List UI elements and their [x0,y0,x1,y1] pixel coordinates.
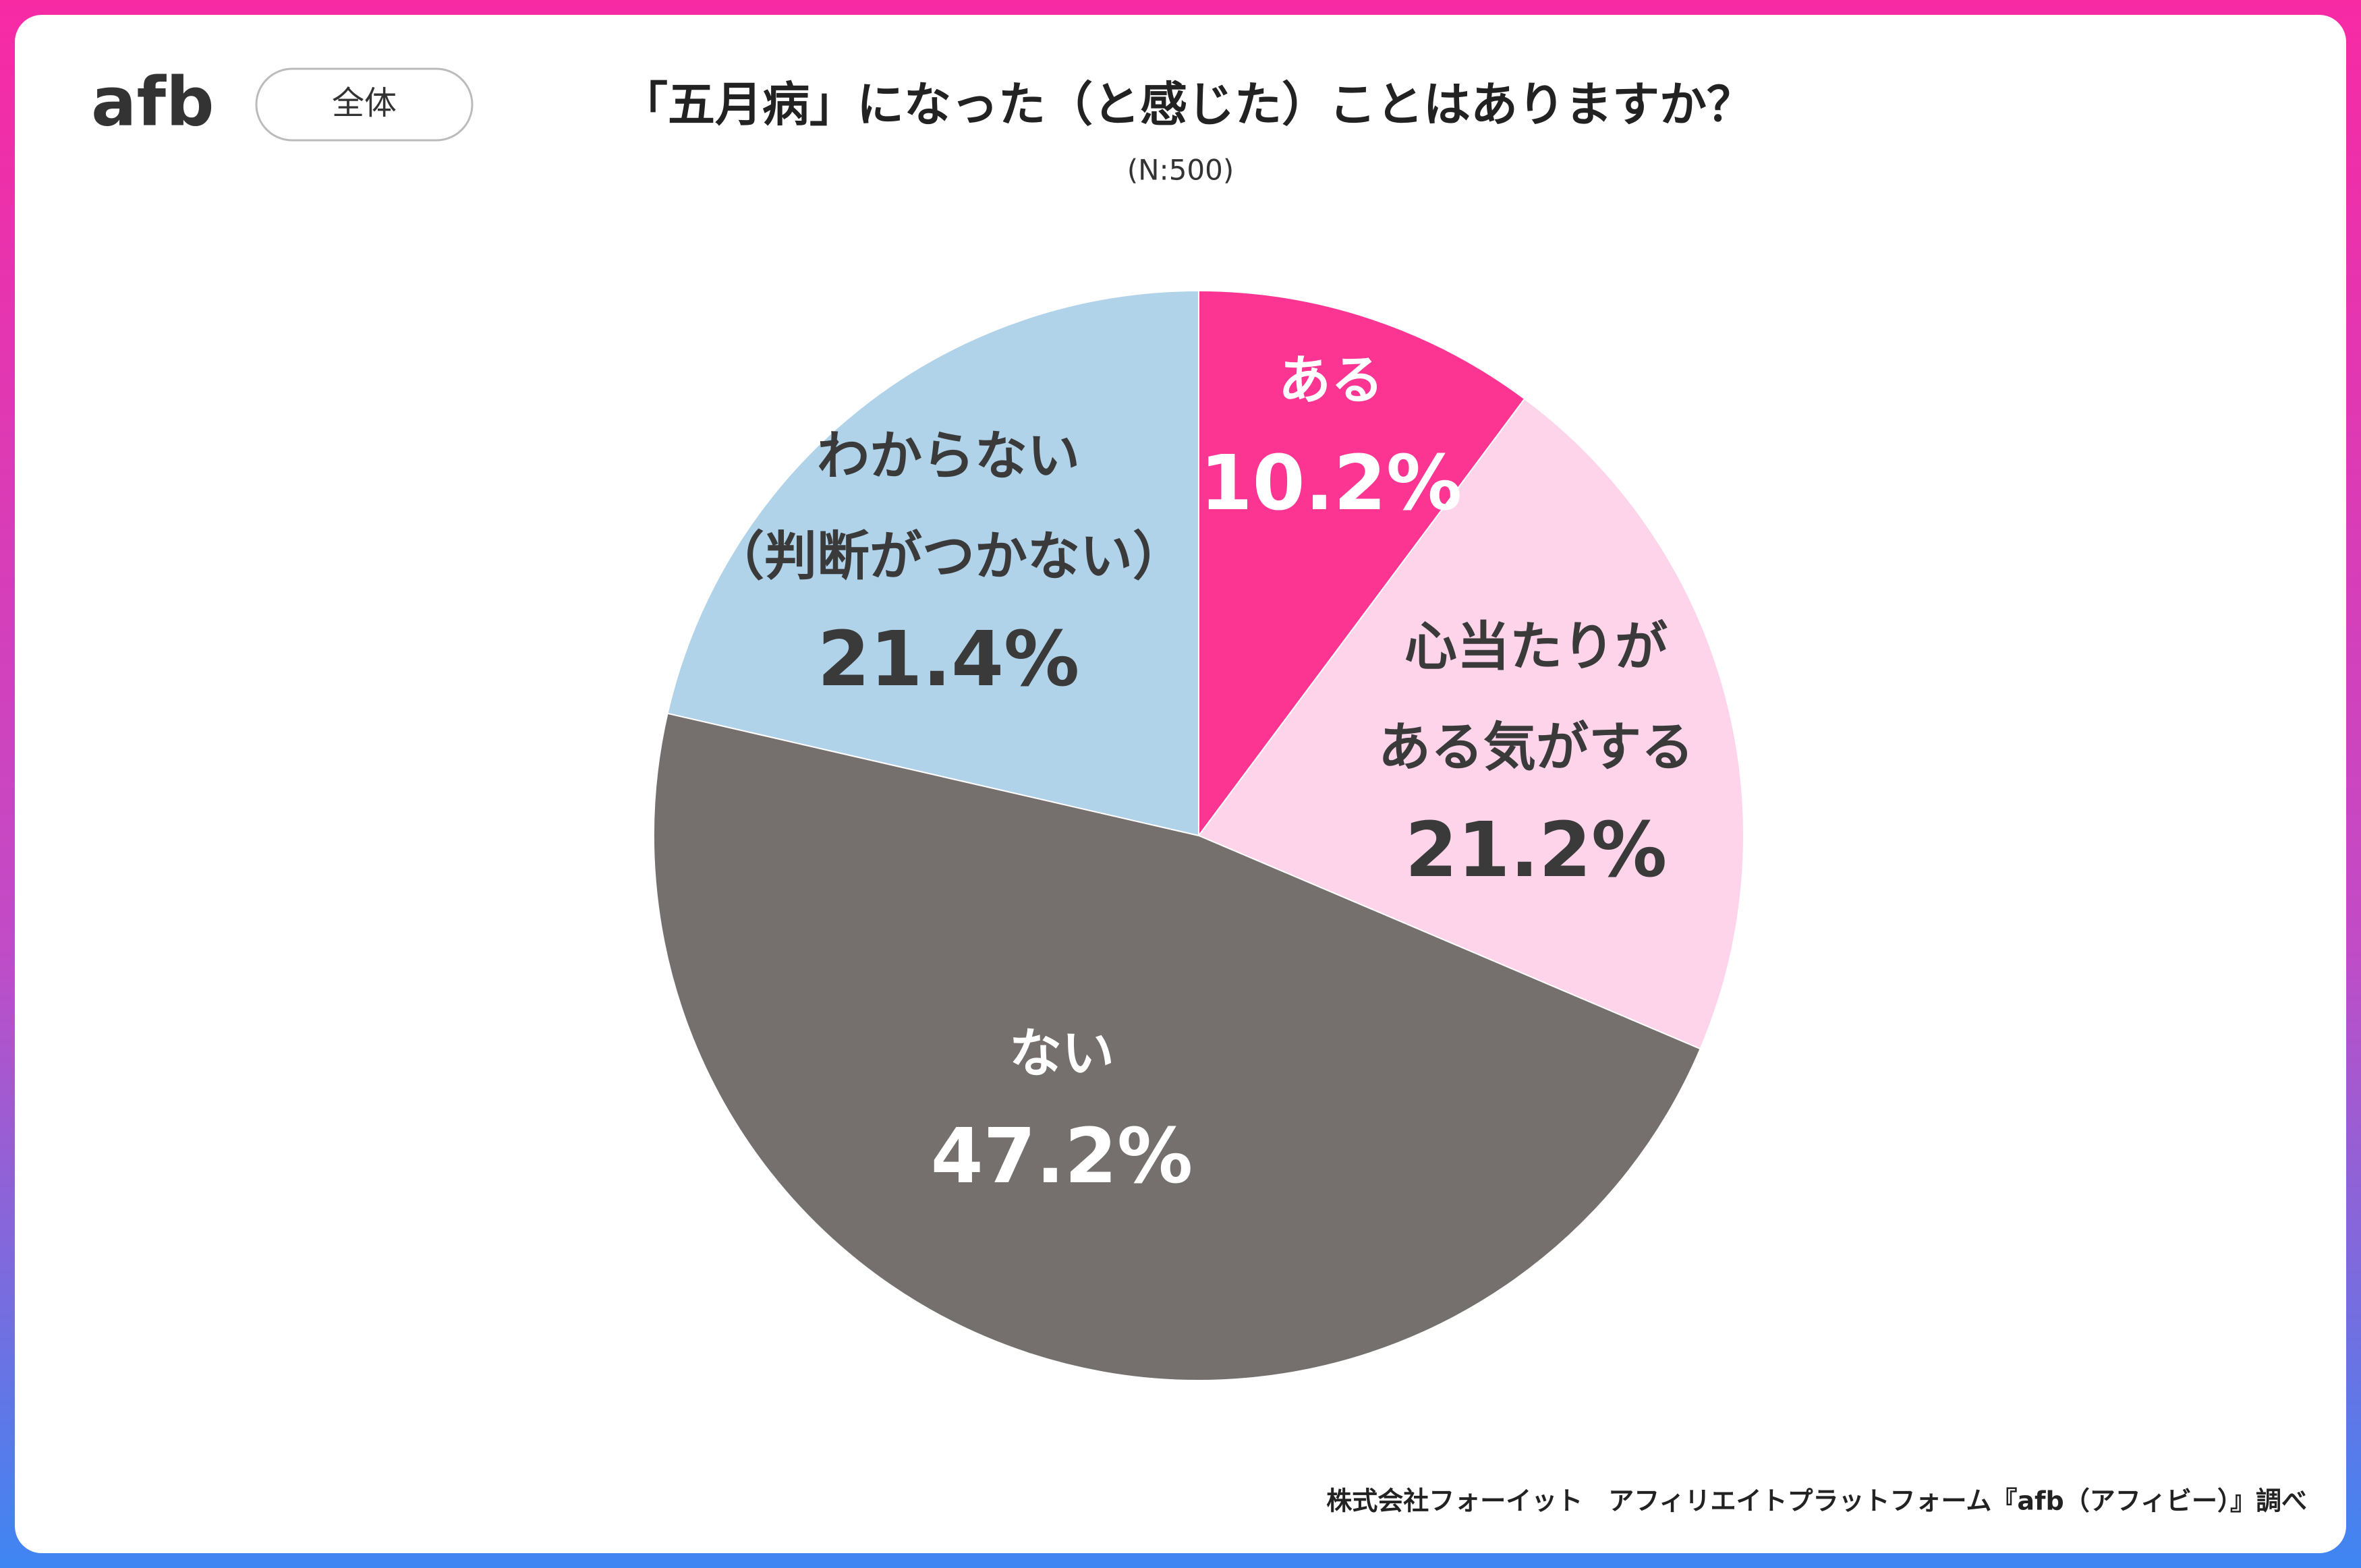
subtitle: (N:500) [1127,154,1234,187]
slice-label: ある [1278,350,1384,411]
badge: 全体 [332,84,397,122]
logo: afb [91,62,215,141]
slice-label: ある気がする [1378,717,1694,778]
badge-pill [255,67,474,142]
slice-label: わからない [817,426,1080,486]
slice-label: 心当たりが [1404,616,1668,677]
value-label: 10.2% [1200,440,1462,527]
slice-label: （判断がつかない） [712,526,1185,587]
chart-title: 「五月病」になった（と感じた）ことはありますか？ [621,77,1754,132]
pie-slice [1198,289,1526,838]
value-label: 21.2% [1405,807,1668,894]
slice-label: ない [1009,1023,1114,1084]
pie-slice [653,712,1701,1382]
value-label: 21.4% [818,616,1080,703]
pie-slice [1197,397,1744,1050]
value-label: 47.2% [931,1113,1193,1200]
pie-slice [666,289,1199,837]
source: 株式会社フォーイット アフィリエイトプラットフォーム『afb（アフィビー）』調べ [1326,1486,2307,1516]
